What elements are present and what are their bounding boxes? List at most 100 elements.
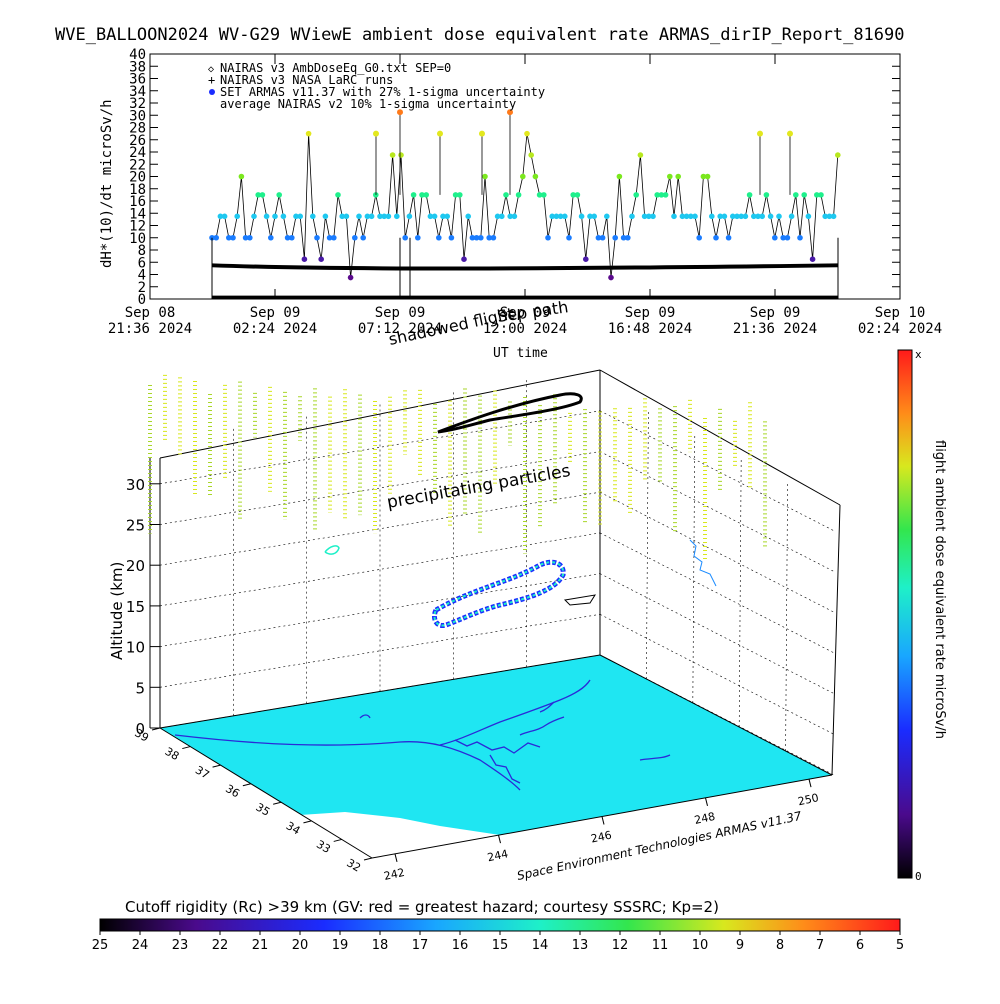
x-tick-day: Sep 09 — [750, 305, 801, 321]
legend-entry-nairas-ambdose: NAIRAS v3 AmbDoseEq_G0.txt SEP=0 — [220, 61, 451, 75]
data-point — [809, 256, 816, 262]
y-tick-label: 26 — [129, 133, 146, 149]
data-point — [394, 213, 400, 220]
colorbar-tick-label: 12 — [612, 938, 629, 953]
data-point — [339, 213, 346, 220]
altitude-tick-label: 15 — [126, 598, 145, 616]
colorbar-tick-label: 24 — [132, 938, 149, 953]
legend-entry-nairas-v2: average NAIRAS v2 10% 1-sigma uncertaint… — [220, 97, 516, 111]
data-point — [293, 213, 299, 220]
x-tick-time: 07:12 2024 — [358, 321, 442, 337]
data-point — [272, 213, 278, 220]
data-point — [398, 152, 404, 158]
data-point — [553, 213, 560, 220]
cutoff-colorbar-gradient — [99, 918, 901, 932]
data-point — [263, 213, 270, 220]
grid-line — [599, 410, 835, 532]
data-point — [780, 234, 786, 241]
data-point — [268, 234, 274, 241]
peak-point — [757, 130, 763, 137]
legend-entry-nairas-larc: NAIRAS v3 NASA LaRC runs — [220, 73, 393, 87]
y-tick-label: 4 — [138, 268, 146, 284]
data-point — [797, 234, 803, 241]
data-point — [234, 213, 240, 220]
data-point — [704, 173, 711, 180]
data-point — [389, 152, 396, 158]
data-point — [738, 213, 744, 220]
latitude-tick — [333, 838, 342, 842]
dose-colorbar-top-label: x — [915, 348, 922, 361]
colorbar-tick-label: 6 — [856, 938, 864, 953]
cutoff-colorbar: Cutoff rigidity (Rc) >39 km (GV: red = g… — [92, 898, 904, 953]
data-point — [562, 213, 568, 220]
data-point — [431, 213, 438, 220]
timeseries-x-axis-label: UT time — [493, 346, 548, 361]
data-point — [675, 173, 681, 180]
latitude-tick — [212, 764, 221, 768]
grid-line — [646, 408, 649, 680]
data-point — [725, 234, 732, 241]
data-point — [255, 192, 261, 198]
colorbar-tick-label: 25 — [92, 938, 109, 953]
data-point — [478, 234, 484, 241]
data-point — [515, 192, 522, 198]
data-point — [625, 234, 631, 241]
data-point — [259, 192, 266, 198]
altitude-tick-label: 10 — [126, 639, 145, 657]
latitude-tick-label: 33 — [314, 838, 333, 856]
longitude-tick — [394, 853, 398, 862]
cutoff-rigidity-surface — [160, 655, 832, 858]
grid-line — [599, 573, 835, 694]
data-point — [688, 213, 694, 220]
grid-line — [599, 532, 835, 654]
data-point — [448, 234, 455, 241]
grid-line — [159, 410, 601, 485]
data-point — [406, 213, 413, 220]
data-point — [734, 213, 740, 220]
data-point — [440, 213, 446, 220]
data-point — [583, 256, 589, 262]
data-point — [751, 213, 757, 220]
latitude-tick-label: 32 — [344, 856, 363, 874]
grid-line — [785, 480, 788, 752]
cutoff-colorbar-title: Cutoff rigidity (Rc) >39 km (GV: red = g… — [125, 898, 719, 916]
data-point — [368, 213, 375, 220]
peak-point — [397, 109, 403, 116]
data-point — [683, 213, 690, 220]
data-point — [301, 256, 308, 262]
data-point — [343, 213, 350, 220]
data-point — [221, 213, 228, 220]
grid-line — [599, 491, 835, 613]
colorbar-tick-label: 17 — [412, 938, 429, 953]
colorbar-tick-label: 14 — [532, 938, 549, 953]
data-point — [217, 213, 224, 220]
data-point — [826, 213, 833, 220]
longitude-tick — [705, 797, 708, 806]
data-point — [616, 173, 623, 180]
data-point — [709, 213, 715, 220]
legend-entry-set-armas: SET ARMAS v11.37 with 27% 1-sigma uncert… — [220, 85, 545, 99]
colorbar-tick-label: 19 — [332, 938, 349, 953]
dose-curtain — [148, 374, 767, 560]
dose-colorbar: x 0 flight ambient dose equivalent rate … — [897, 348, 947, 883]
data-point — [721, 213, 728, 220]
latitude-tick-label: 38 — [163, 745, 182, 763]
latitude-tick — [182, 746, 191, 750]
x-tick-day: Sep 08 — [125, 305, 176, 321]
grid-line — [159, 491, 601, 566]
data-point — [767, 213, 774, 220]
data-point — [788, 213, 795, 220]
data-point — [427, 213, 434, 220]
colorbar-tick-label: 15 — [492, 938, 509, 953]
latitude-tick — [303, 820, 312, 824]
data-point — [436, 234, 442, 241]
data-point — [226, 234, 232, 241]
longitude-tick — [808, 779, 812, 788]
colorbar-tick-label: 9 — [736, 938, 744, 953]
x-tick-day: Sep 09 — [250, 305, 301, 321]
data-point — [650, 213, 656, 220]
ground-contours — [174, 679, 671, 791]
data-point — [801, 192, 807, 198]
data-point — [402, 234, 409, 241]
